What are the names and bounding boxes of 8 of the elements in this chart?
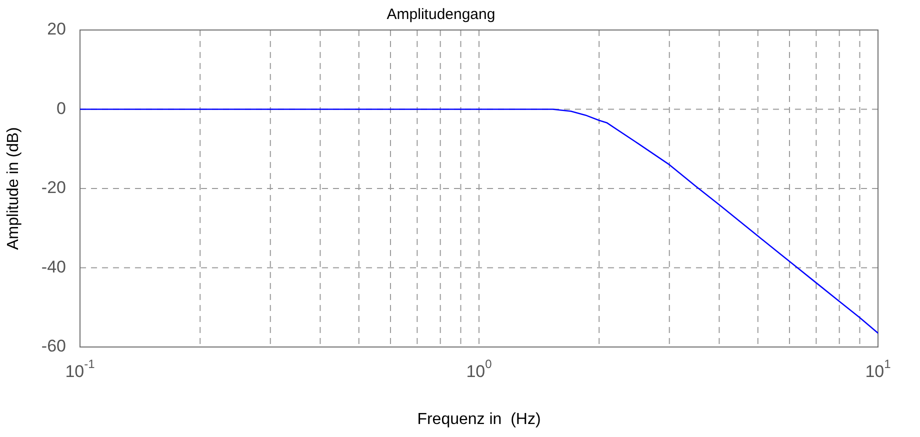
- chart-title: Amplitudengang: [386, 6, 496, 24]
- y-tick-label: -40: [41, 257, 66, 276]
- y-tick-label: 20: [47, 20, 66, 39]
- y-axis-title: Amplitude in (dB): [5, 127, 22, 250]
- y-tick-label: -20: [41, 178, 66, 198]
- y-tick-label: -60: [41, 336, 66, 356]
- y-tick-label: 0: [56, 98, 66, 118]
- x-axis-title: Frequenz in (Hz): [417, 410, 541, 428]
